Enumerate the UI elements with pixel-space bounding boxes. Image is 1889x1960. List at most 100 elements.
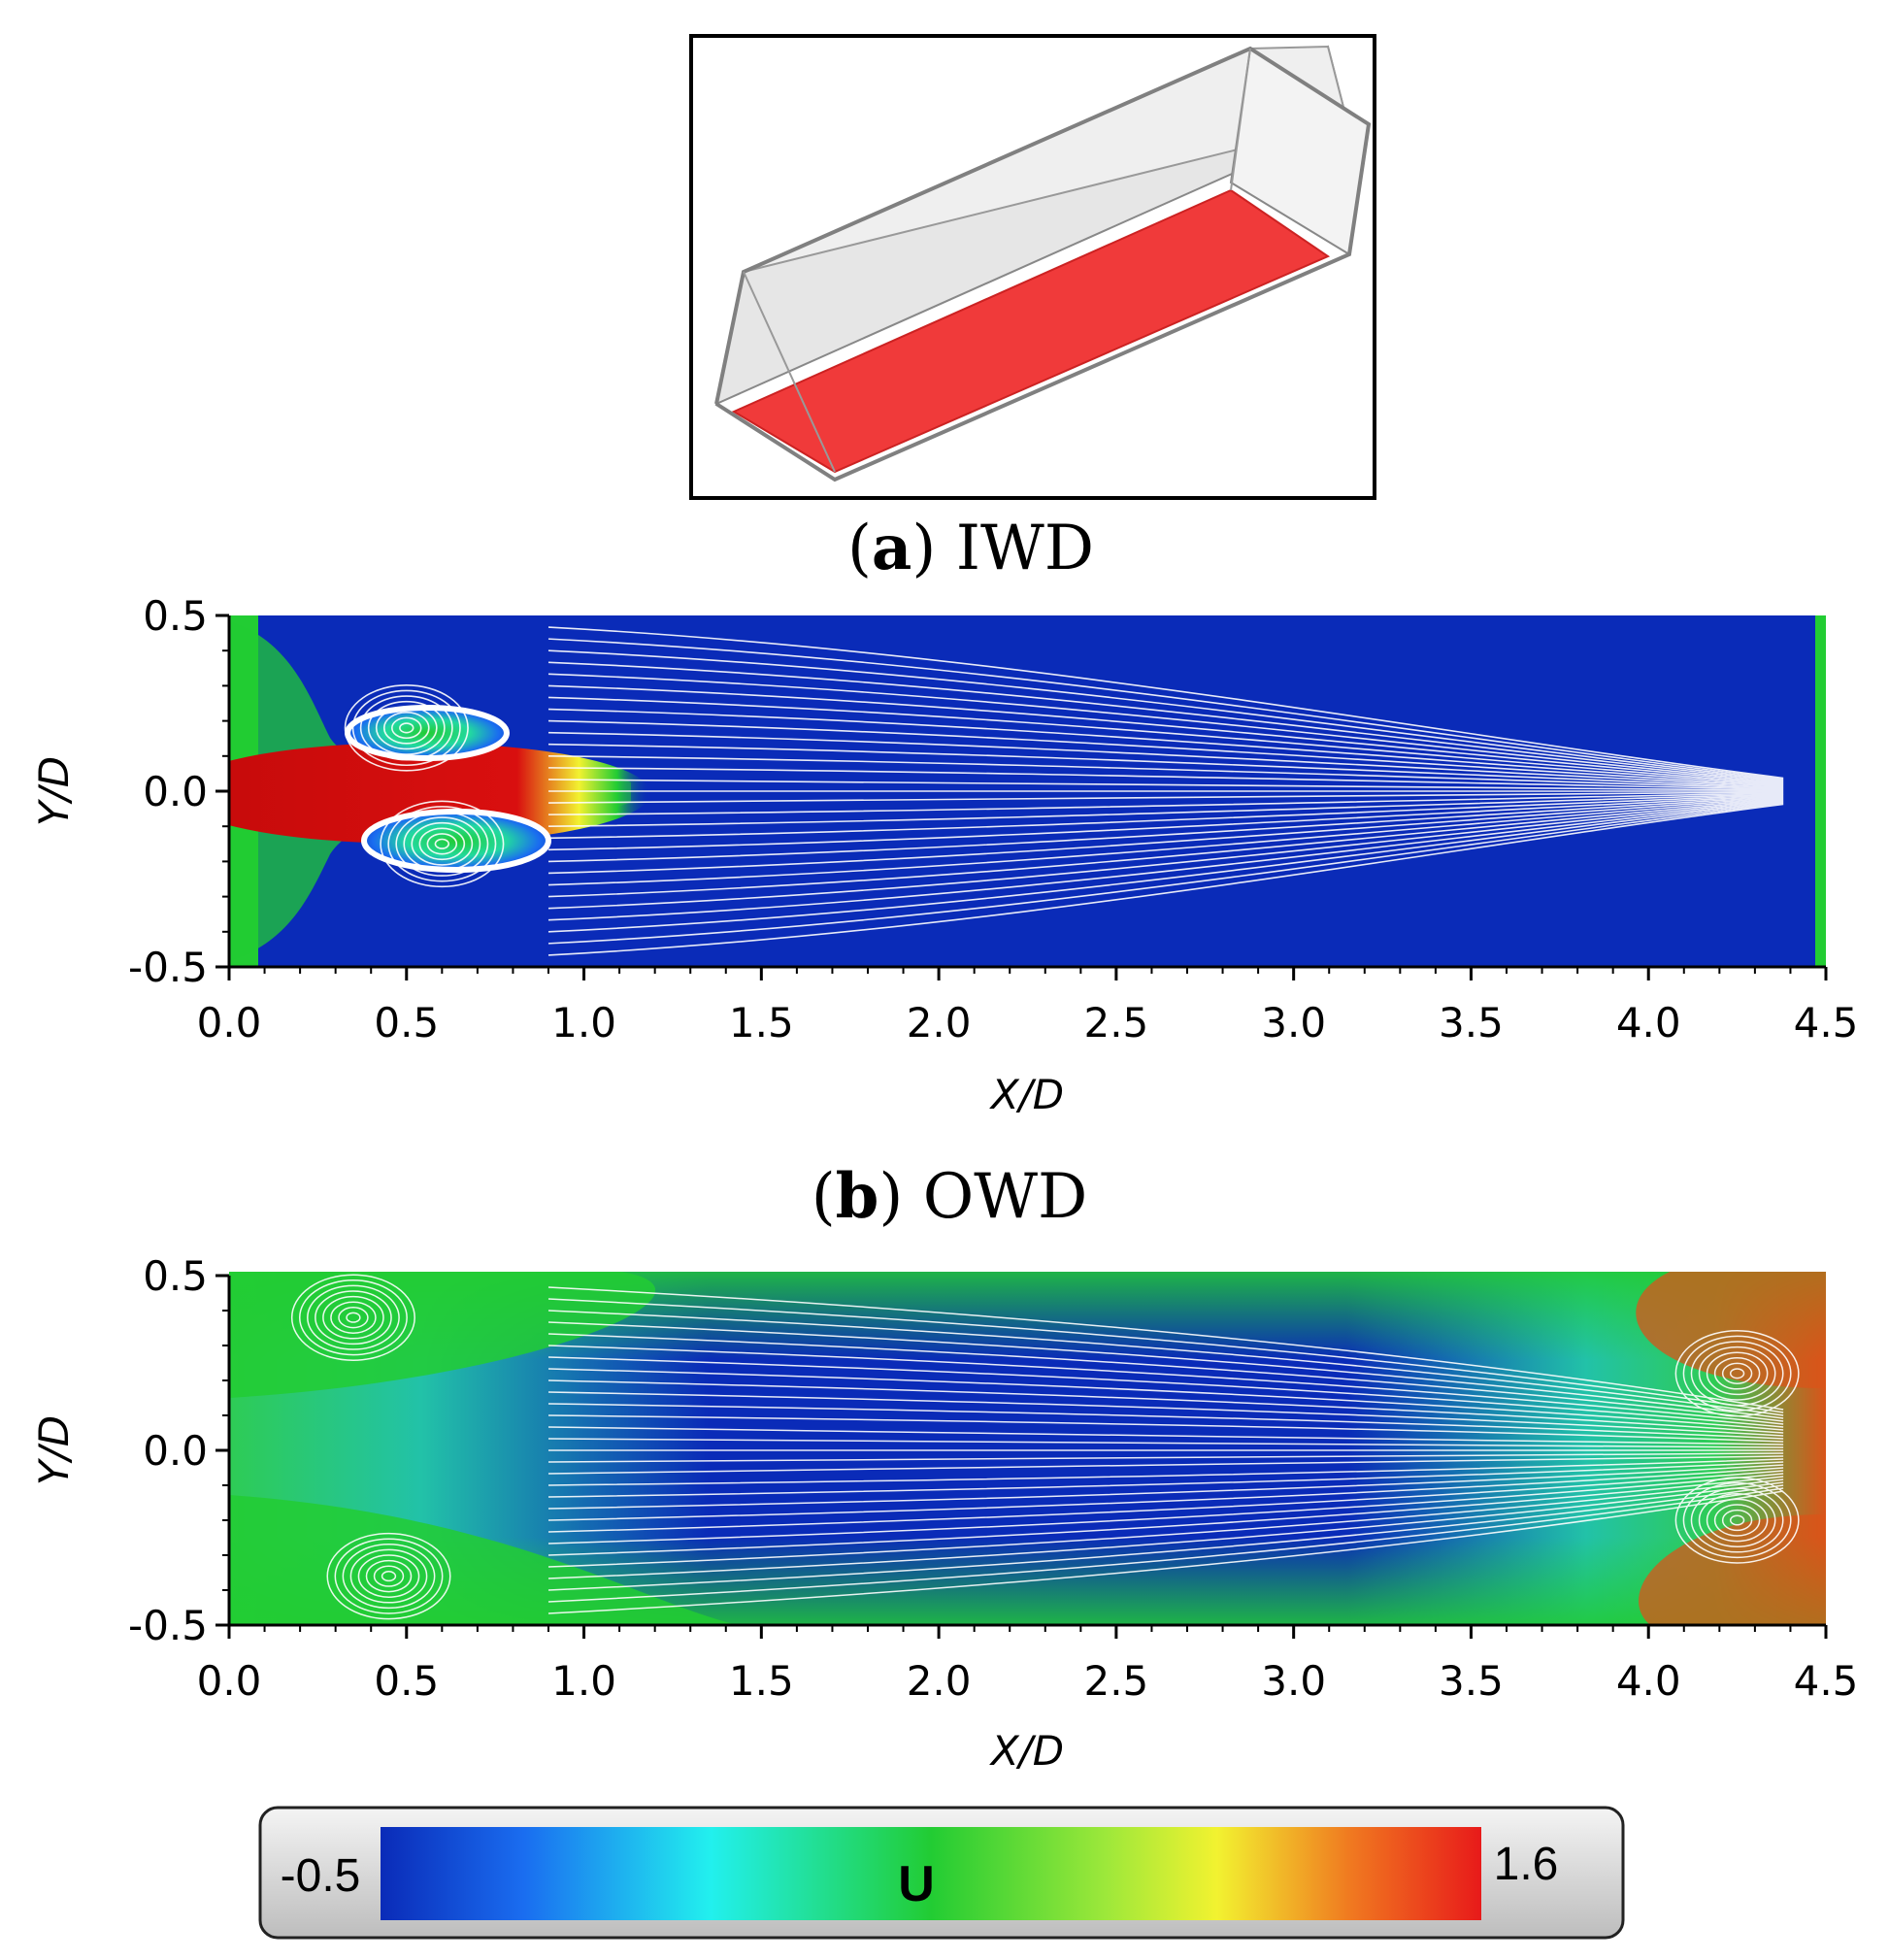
x-tick-label: 1.5 [729,999,794,1046]
streamline [547,1476,1784,1556]
vortex-streamline [344,684,469,772]
x-tick-label: 2.0 [907,1657,972,1705]
streamline [547,1458,1784,1486]
streamline [547,1379,1784,1434]
streamline [547,767,1784,790]
vortex-streamline [1713,1504,1761,1537]
vortex-streamline [326,1532,451,1620]
vortex-streamline [349,1548,428,1604]
vortex-streamline [1682,1335,1792,1412]
streamline [547,1473,1784,1545]
streamline [547,1461,1784,1498]
x-tick-label: 4.0 [1616,999,1681,1046]
y-tick-label: -0.5 [128,944,208,991]
vortex-streamline [290,1274,415,1361]
vortex-streamline [375,706,438,750]
streamline [547,800,1784,921]
streamline [547,1481,1784,1579]
streamline [547,1470,1784,1533]
caption-b-text: OWD [923,1161,1088,1233]
y-tick-label: 0.0 [143,1427,208,1475]
streamline [547,795,1784,863]
streamline [547,1490,1784,1614]
x-tick-label: 1.0 [551,999,616,1046]
streamline [547,1467,1784,1521]
streamline [547,1286,1784,1411]
vortex-streamline [1721,1509,1753,1532]
vortex-streamline [367,700,446,755]
colorbar-gradient [381,1827,1481,1920]
x-tick-label: 3.5 [1439,1657,1504,1705]
vortex-streamline [1729,1368,1745,1379]
streamline [547,638,1784,781]
vortex-streamline [1698,1345,1776,1401]
streamline [547,803,1784,956]
streamline [547,708,1784,786]
caption-b: (b) OWD [812,1160,1088,1233]
vortex-streamline [330,1301,377,1334]
streamline [547,1333,1784,1422]
streamline [547,793,1784,827]
caption-a: (a) IWD [847,512,1094,584]
streamline [547,743,1784,788]
heated-wall [731,188,1331,474]
vortex-streamline [395,811,489,877]
y-tick-label: -0.5 [128,1602,208,1649]
streamline [547,755,1784,789]
colorbar: -0.5 1.6 U [258,1806,1625,1940]
y-tick-label: 0.5 [143,1252,208,1300]
streamline [547,1478,1784,1568]
vortex-streamline [365,1559,413,1593]
vortex-streamline [315,1290,392,1345]
x-tick-label: 4.5 [1794,999,1859,1046]
panel-b-plot: 0.0 0.5 1.0 1.5 2.0 2.5 3.0 3.5 4.0 4.5 0.5 0.0 -0.5… [30,1252,1858,1775]
streamline [547,797,1784,886]
streamline [547,802,1784,945]
panel-b-field [229,1272,1826,1625]
streamline [547,1345,1784,1425]
x-tick-label: 0.5 [374,999,439,1046]
streamline [547,1298,1784,1413]
vortex-streamline [334,1538,444,1614]
x-tick-label: 0.5 [374,1657,439,1705]
panel-a-field [229,615,1826,967]
vortex-streamline [1721,1362,1753,1384]
streamline [547,719,1784,787]
x-tick-label: 2.5 [1083,1657,1148,1705]
streamline [547,798,1784,898]
vortex-streamline [342,1544,436,1610]
vortex-streamline [382,712,430,745]
streamline [547,684,1784,784]
streamline [547,799,1784,910]
streamline [547,801,1784,933]
panel-a-plot: 0.0 0.5 1.0 1.5 2.0 2.5 3.0 3.5 4.0 4.5 0.5 0.0 -0.5… [30,592,1858,1118]
streamline [547,649,1784,781]
y-axis-label: Y/D [30,1415,78,1485]
x-tick-label: 4.5 [1794,1657,1859,1705]
vortex-streamline [1706,1351,1769,1396]
vortex-streamline [426,833,458,855]
y-axis-label: Y/D [30,756,78,826]
streamline [547,1484,1784,1591]
streamline [547,794,1784,840]
x-tick-label: 3.0 [1261,999,1326,1046]
colorbar-label: U [898,1856,935,1912]
jet-core [229,743,650,844]
vortex-streamline [391,716,422,740]
x-tick-label: 3.0 [1261,1657,1326,1705]
colorbar-max: 1.6 [1494,1839,1559,1890]
streamline [547,626,1784,780]
vortex-streamline [373,1565,405,1587]
vortex-streamline [351,689,461,767]
streamline [547,1356,1784,1428]
streamline [547,696,1784,785]
x-tick-label: 2.0 [907,999,972,1046]
x-axis-label: X/D [989,1071,1064,1118]
vortex-streamline [403,816,481,872]
streamline [547,661,1784,782]
vortex-streamline [1729,1514,1745,1526]
colorbar-min: -0.5 [281,1850,361,1902]
vortex-streamline [380,800,505,888]
caption-a-text: IWD [956,513,1094,584]
